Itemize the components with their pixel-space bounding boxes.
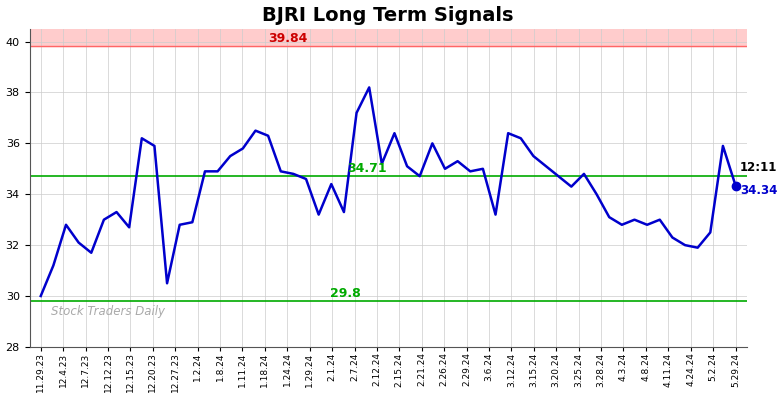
Title: BJRI Long Term Signals: BJRI Long Term Signals (263, 6, 514, 25)
Text: 34.71: 34.71 (347, 162, 387, 175)
Text: 39.84: 39.84 (268, 32, 307, 45)
Text: 12:11: 12:11 (740, 161, 778, 174)
Text: 34.34: 34.34 (740, 184, 778, 197)
Text: 29.8: 29.8 (330, 287, 361, 300)
Bar (30, 29, 747, 46)
Text: Stock Traders Daily: Stock Traders Daily (51, 305, 165, 318)
